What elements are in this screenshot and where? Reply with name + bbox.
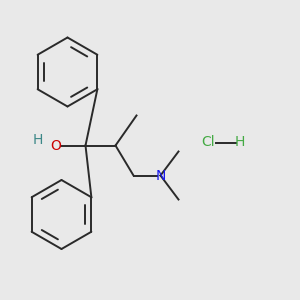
Text: H: H	[33, 133, 43, 146]
Text: H: H	[235, 136, 245, 149]
Text: Cl: Cl	[202, 136, 215, 149]
Text: N: N	[155, 169, 166, 182]
Text: O: O	[50, 139, 61, 152]
